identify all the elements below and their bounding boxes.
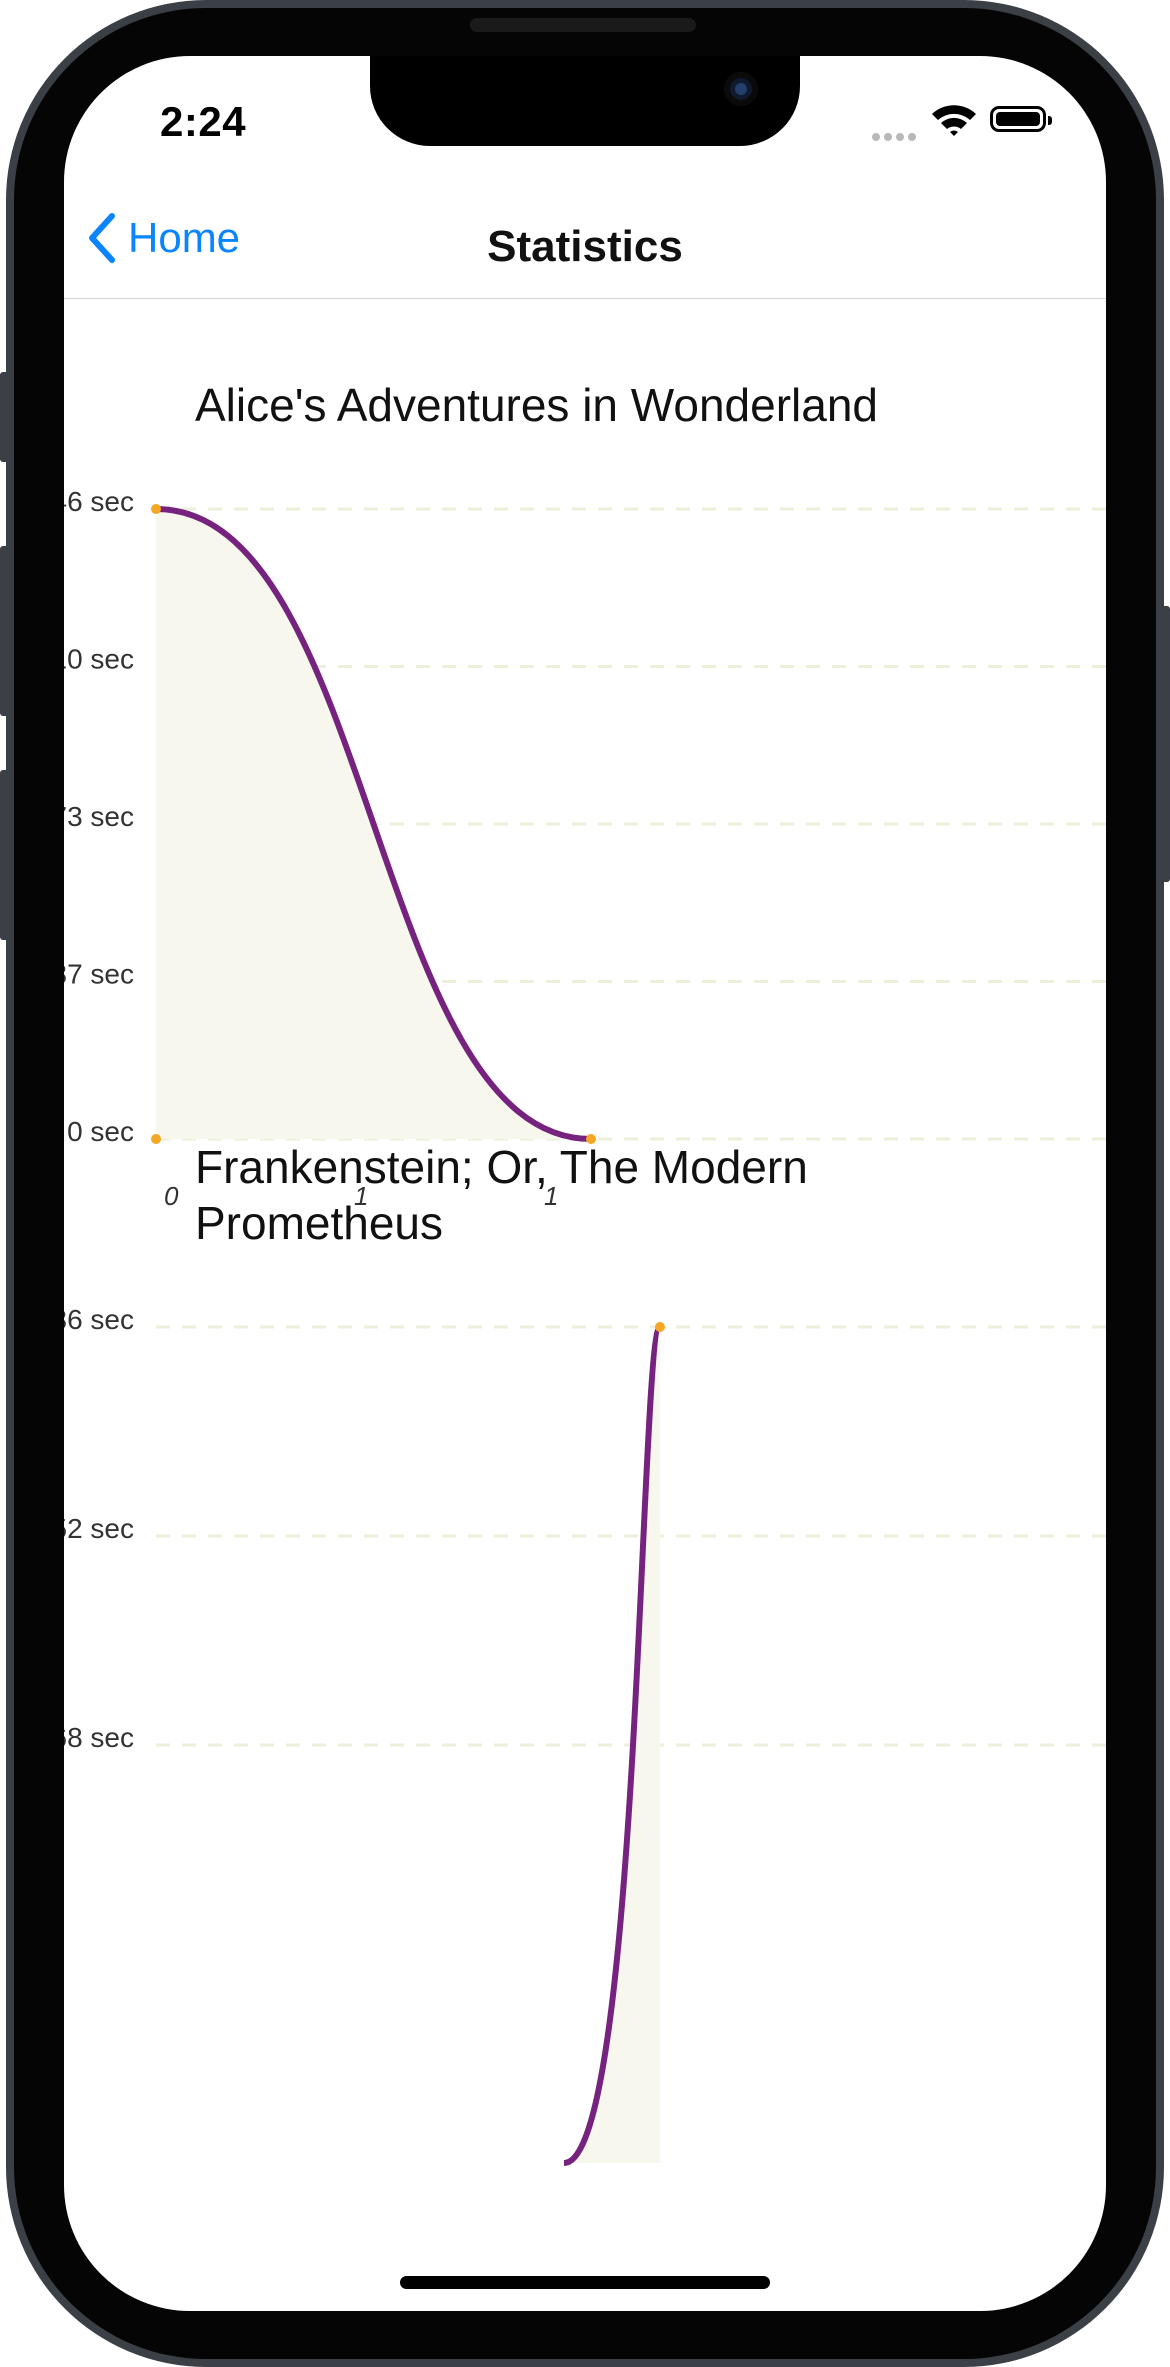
data-point [151,1134,161,1144]
screen: 2:24 Home Statistics [64,56,1106,2311]
y-tick-label: 252 sec [64,1513,134,1544]
data-point [151,504,161,514]
y-tick-label: 336 sec [64,1304,134,1335]
silent-switch [0,372,10,462]
data-point [655,1322,665,1332]
book-title-line: Prometheus [195,1195,808,1251]
notch [370,56,800,146]
x-tick-label: 0 [164,1181,179,1211]
y-tick-label: 410 sec [64,644,134,675]
cellular-icon [872,128,922,136]
volume-down-button [0,770,10,940]
y-tick-label: 546 sec [64,486,134,517]
earpiece-speaker [470,18,696,32]
y-tick-label: 137 sec [64,959,134,990]
y-tick-label: 168 sec [64,1722,134,1753]
status-time: 2:24 [160,98,246,146]
volume-up-button [0,546,10,716]
wifi-icon [930,102,978,143]
book-title: Frankenstein; Or, The Modern Prometheus [195,1139,808,1251]
book-title: Alice's Adventures in Wonderland [195,377,878,433]
y-tick-label: 273 sec [64,801,134,832]
home-indicator [400,2276,770,2289]
statistics-list[interactable]: Alice's Adventures in Wonderland 546 sec… [64,299,1106,2311]
page-title: Statistics [64,222,1106,272]
book-title-line: Frankenstein; Or, The Modern [195,1139,808,1195]
navigation-bar: Home Statistics [64,186,1106,299]
front-camera [724,72,758,106]
battery-icon [990,106,1046,132]
power-button [1160,606,1170,882]
y-tick-label: 0 sec [67,1116,134,1147]
book-title-line: Alice's Adventures in Wonderland [195,377,878,433]
reading-time-chart: 336 sec 252 sec 168 sec [64,1289,1106,2311]
